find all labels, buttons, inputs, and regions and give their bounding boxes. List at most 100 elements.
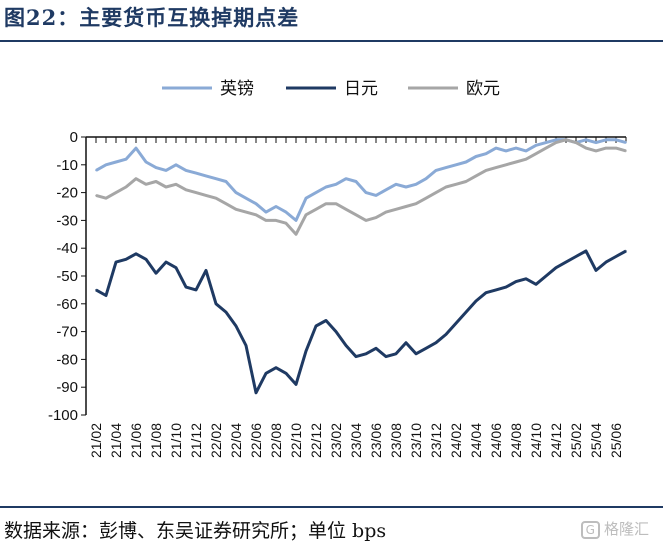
data-point (405, 205, 407, 208)
data-point (345, 344, 347, 347)
data-point (505, 164, 507, 166)
x-tick-label: 25/02 (568, 423, 584, 458)
data-point (475, 155, 477, 158)
data-point (135, 147, 137, 149)
x-tick-label: 23/08 (388, 423, 404, 458)
data-point (615, 255, 617, 258)
data-point (305, 197, 307, 199)
data-point (355, 214, 357, 216)
data-point (245, 197, 247, 199)
data-point (505, 286, 507, 288)
data-point (225, 202, 227, 205)
x-tick-label: 22/12 (308, 423, 324, 458)
data-point (385, 189, 387, 191)
data-point (525, 158, 527, 160)
data-point (595, 269, 597, 272)
data-point (485, 169, 487, 172)
y-tick-label: -20 (56, 185, 78, 202)
x-tick-label: 23/02 (328, 423, 344, 458)
data-point (585, 250, 587, 252)
data-point (285, 211, 287, 213)
y-tick-label: -60 (56, 296, 78, 313)
data-point (405, 186, 407, 188)
data-point (95, 289, 97, 291)
data-point (165, 186, 167, 188)
x-tick-label: 21/02 (88, 423, 104, 458)
x-tick-label: 25/04 (588, 423, 604, 458)
data-point (575, 141, 577, 144)
data-point (355, 180, 357, 183)
data-point (365, 219, 367, 222)
data-point (225, 180, 227, 183)
y-tick-label: -100 (48, 407, 78, 424)
legend-label: 欧元 (466, 79, 500, 99)
x-tick-label: 24/08 (508, 423, 524, 458)
data-point (295, 383, 297, 386)
data-point (295, 233, 297, 236)
x-tick-label: 24/02 (448, 423, 464, 458)
data-point (445, 333, 447, 336)
data-point (355, 355, 357, 358)
data-point (375, 347, 377, 350)
data-point (395, 208, 397, 211)
data-point (335, 330, 337, 333)
data-point (245, 211, 247, 213)
data-point (385, 355, 387, 358)
data-point (545, 141, 547, 144)
data-point (175, 183, 177, 186)
data-point (105, 197, 107, 199)
data-point (115, 161, 117, 163)
data-point (565, 139, 567, 141)
legend-label: 日元 (344, 79, 378, 99)
data-point (305, 214, 307, 216)
data-point (475, 300, 477, 302)
x-tick-label: 21/10 (168, 423, 184, 458)
series-line-0 (95, 138, 627, 222)
data-point (195, 172, 197, 174)
x-tick-label: 22/06 (248, 423, 264, 458)
data-point (585, 147, 587, 149)
data-point (215, 177, 217, 180)
x-tick-label: 23/12 (428, 423, 444, 458)
data-point (505, 150, 507, 152)
data-point (625, 141, 627, 144)
data-point (275, 366, 277, 369)
data-point (415, 183, 417, 186)
data-point (445, 186, 447, 188)
data-point (285, 222, 287, 224)
x-tick-label: 25/06 (608, 423, 624, 458)
data-point (525, 278, 527, 280)
data-point (605, 139, 607, 141)
top-rule (0, 40, 663, 42)
data-point (125, 258, 127, 261)
data-point (265, 219, 267, 222)
data-point (115, 191, 117, 194)
x-tick-label: 22/10 (288, 423, 304, 458)
data-point (405, 341, 407, 344)
data-point (185, 286, 187, 288)
x-tick-label: 23/04 (348, 423, 364, 458)
data-point (155, 180, 157, 183)
x-tick-label: 21/06 (128, 423, 144, 458)
y-tick-label: -80 (56, 351, 78, 368)
data-point (595, 150, 597, 152)
data-point (325, 319, 327, 322)
x-tick-label: 24/12 (548, 423, 564, 458)
x-tick-label: 23/06 (368, 423, 384, 458)
data-point (375, 216, 377, 219)
data-point (115, 261, 117, 263)
data-point (455, 322, 457, 325)
watermark-text: 格隆汇 (603, 520, 649, 538)
data-point (395, 353, 397, 355)
y-tick-label: -50 (56, 268, 78, 285)
data-point (225, 311, 227, 313)
data-point (525, 150, 527, 152)
series-line-1 (95, 249, 627, 395)
x-tick-label: 22/02 (208, 423, 224, 458)
data-point (625, 250, 627, 252)
data-point (335, 183, 337, 186)
data-point (385, 211, 387, 213)
data-point (545, 147, 547, 149)
data-point (605, 261, 607, 263)
